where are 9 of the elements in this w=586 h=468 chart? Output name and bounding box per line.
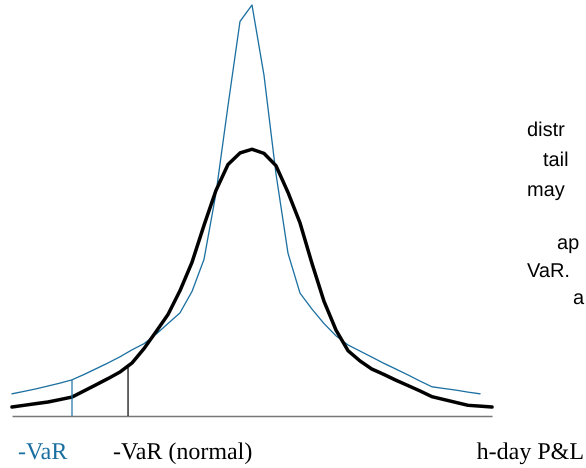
text: may	[527, 179, 565, 201]
text: tail	[543, 149, 569, 171]
text: ap	[557, 232, 580, 254]
text: distr	[527, 119, 566, 141]
text: a	[573, 287, 585, 309]
text: -VaR (normal)	[113, 439, 252, 465]
text: VaR.	[527, 260, 570, 282]
text: -VaR	[18, 439, 68, 465]
x-axis-title: h-day P&L	[476, 439, 584, 465]
